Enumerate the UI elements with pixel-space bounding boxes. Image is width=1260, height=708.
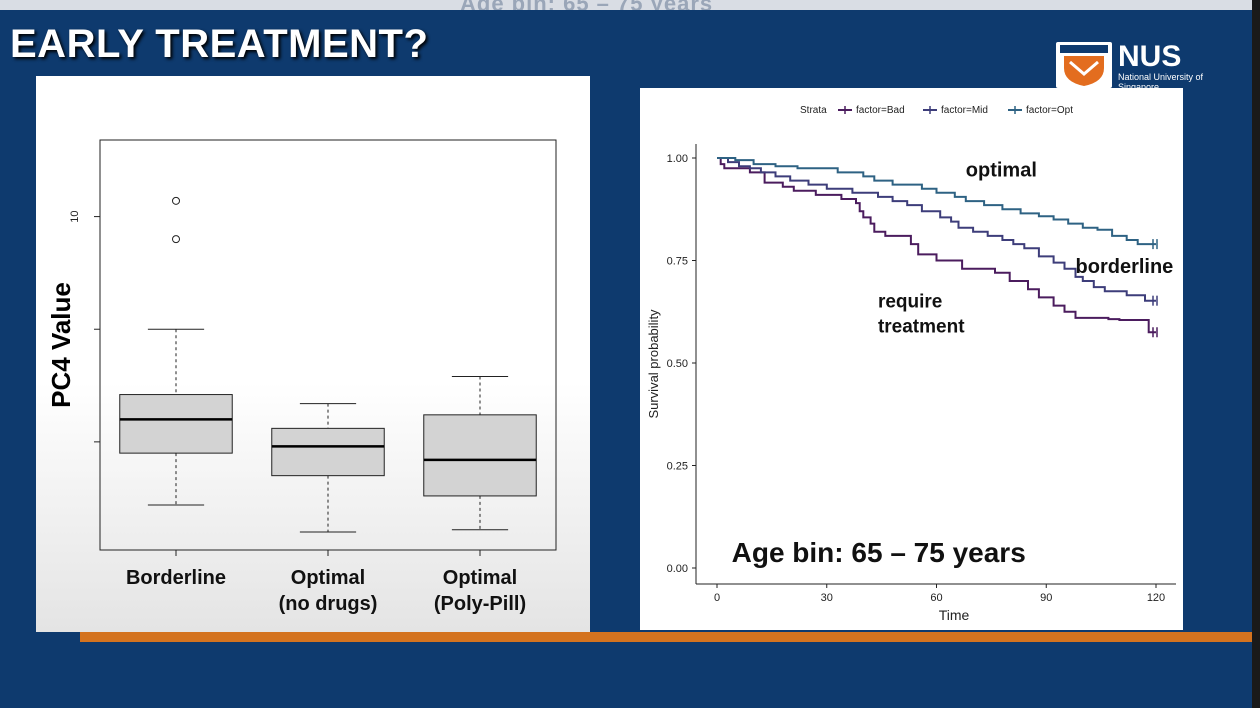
boxplot-panel: 10 PC4 Value Borderline Optimal (no drugs) Op…	[36, 76, 590, 632]
y-tick-label: 0.00	[667, 563, 688, 575]
outlier-point	[172, 196, 180, 205]
accent-bar	[80, 632, 1252, 642]
survival-curve	[717, 157, 1156, 334]
annotation-4: treatment	[878, 316, 965, 337]
legend: Strata factor=Bad factor=Mid factor=Opt	[800, 105, 1073, 116]
box-1	[119, 196, 233, 506]
survival-chart: 0.00 0.25 0.50 0.75 1.00 0 30 60 90 120 Time Surviv…	[646, 105, 1176, 623]
box-3	[423, 376, 537, 531]
category-label: (no drugs)	[279, 593, 378, 615]
legend-title: Strata	[800, 105, 827, 116]
category-label: (Poly-Pill)	[434, 593, 526, 615]
y-axis-label: Survival probability	[646, 309, 661, 419]
top-strip: Age bin: 65 – 75 years	[0, 0, 1260, 16]
right-edge	[1252, 0, 1260, 708]
crest-icon	[1056, 42, 1112, 88]
slide-title: EARLY TREATMENT?	[10, 22, 429, 66]
x-tick-label: 30	[821, 592, 833, 604]
annotation-5: Age bin: 65 – 75 years	[732, 537, 1026, 568]
iqr-box	[271, 427, 385, 477]
logo-subtext: National University of Singapore	[1118, 72, 1204, 92]
category-label: Borderline	[126, 567, 226, 589]
iqr-box	[423, 414, 537, 497]
x-tick-label: 120	[1147, 592, 1165, 604]
legend-label: factor=Bad	[856, 105, 905, 116]
box-2	[271, 403, 385, 533]
survival-curve	[717, 157, 1156, 246]
x-tick-label: 90	[1040, 592, 1052, 604]
category-label: Optimal	[443, 567, 517, 589]
annotation-3: require	[878, 292, 942, 313]
y-tick-label: 0.25	[667, 461, 688, 473]
x-axis-label: Time	[939, 607, 970, 623]
iqr-box	[119, 394, 233, 454]
logo-text: NUS	[1118, 40, 1182, 73]
legend-label: factor=Opt	[1026, 105, 1073, 116]
outlier-point	[172, 235, 180, 244]
y-tick-label: 0.50	[667, 358, 688, 370]
nus-logo: NUS National University of Singapore	[1056, 40, 1252, 92]
y-axis-label: PC4 Value	[46, 282, 76, 408]
y-tick-label: 1.00	[667, 153, 688, 165]
boxplot-chart: 10 PC4 Value Borderline Optimal (no drugs) Op…	[46, 139, 557, 615]
x-tick-label: 0	[714, 592, 720, 604]
x-tick-label: 60	[930, 592, 942, 604]
annotation-2: borderline	[1076, 256, 1174, 278]
annotation-1: optimal	[966, 159, 1037, 181]
y-tick-label: 0.75	[667, 256, 688, 268]
category-label: Optimal	[291, 567, 365, 589]
survival-panel: 0.00 0.25 0.50 0.75 1.00 0 30 60 90 120 Time Surviv…	[640, 88, 1183, 630]
survival-curve	[717, 157, 1156, 302]
y-tick-label: 10	[69, 210, 81, 222]
legend-label: factor=Mid	[941, 105, 988, 116]
